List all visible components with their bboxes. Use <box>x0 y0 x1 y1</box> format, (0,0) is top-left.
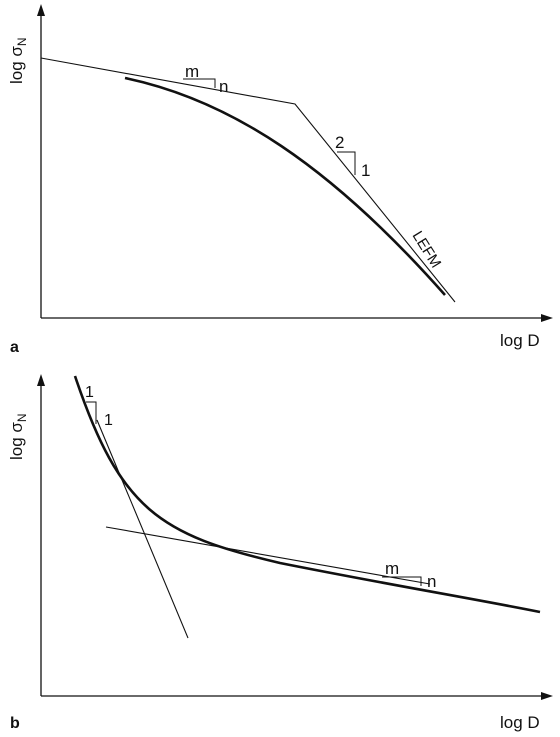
panel-b-x-arrow-icon <box>541 692 553 700</box>
panel-b-y-axis-label: log σN <box>7 413 29 460</box>
panel-a-x-arrow-icon <box>541 314 553 322</box>
panel-a-slope-2-label: 2 <box>335 133 344 152</box>
panel-a-slope-1-label: 1 <box>361 161 370 180</box>
panel-b-shallow-asymptote <box>105 526 431 585</box>
panel-a-size-effect-curve <box>124 76 446 296</box>
panel-b-slope-1-rise-label: 1 <box>104 412 113 429</box>
panel-a-asymptote-lines <box>40 57 456 303</box>
panel-b-letter: b <box>10 715 20 732</box>
panel-b-slope-m-label: m <box>385 559 399 578</box>
panel-b-steep-asymptote <box>96 419 189 639</box>
panel-a-letter: a <box>10 339 19 356</box>
panel-a: m n 2 1 LEFM log σN log D a <box>7 4 553 356</box>
panel-b: 1 1 m n log σN log D b <box>7 374 553 732</box>
panel-a-slope-triangle-mn <box>183 78 216 88</box>
panel-b-size-effect-curve <box>73 375 541 614</box>
panel-a-slope-triangle-21 <box>337 151 356 175</box>
panel-b-slope-n-label: n <box>427 572 436 591</box>
panel-b-slope-triangle-mn <box>382 576 422 586</box>
panel-a-slope-m-label: m <box>185 62 199 81</box>
panel-b-y-arrow-icon <box>37 374 45 386</box>
panel-a-lefm-label: LEFM <box>409 228 445 271</box>
panel-a-slope-n-label: n <box>219 77 228 96</box>
panel-b-slope-1-run-label: 1 <box>85 384 94 401</box>
panel-a-y-arrow-icon <box>37 4 45 16</box>
panel-b-x-axis-label: log D <box>500 713 540 732</box>
panel-b-slope-triangle-11 <box>86 401 97 424</box>
panel-a-y-axis-label: log σN <box>7 37 29 84</box>
panel-a-x-axis-label: log D <box>500 331 540 350</box>
